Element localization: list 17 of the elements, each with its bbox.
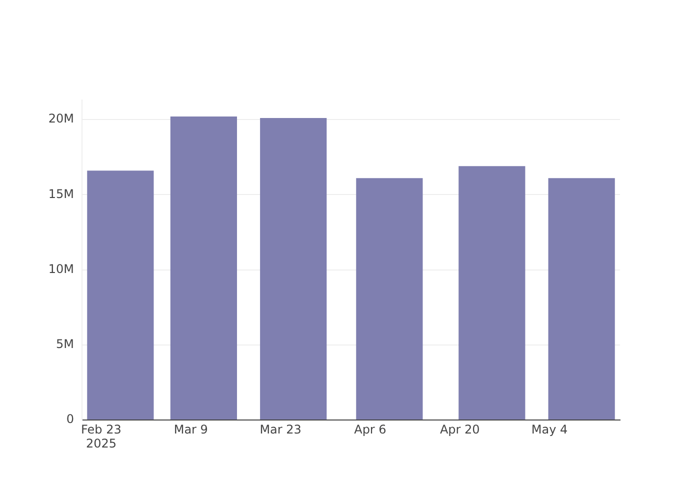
x-tick-label: Mar 23 (260, 422, 302, 436)
y-tick-label: 10M (48, 262, 74, 276)
x-tick-label: Mar 9 (174, 422, 208, 436)
bar (170, 116, 237, 420)
x-tick-label: May 4 (531, 422, 568, 436)
bar (548, 178, 615, 420)
x-tick-label: Apr 20 (440, 422, 480, 436)
bar (458, 166, 526, 420)
x-tick-label: Feb 23 2025 (81, 422, 122, 451)
bar (87, 170, 154, 420)
bar (260, 118, 327, 420)
y-tick-label: 5M (56, 337, 74, 352)
bar (356, 178, 423, 420)
y-tick-label: 20M (48, 112, 74, 126)
y-tick-label: 0 (66, 412, 74, 426)
x-tick-label: Apr 6 (354, 422, 386, 436)
y-tick-label: 15M (48, 186, 74, 201)
